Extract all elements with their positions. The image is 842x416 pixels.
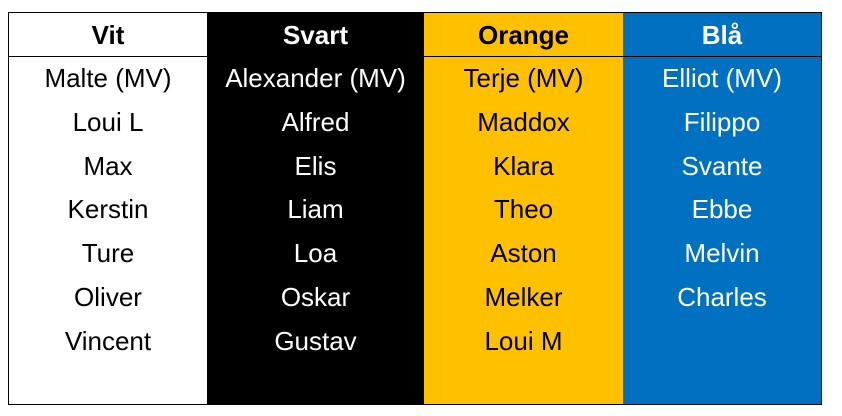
player-cell: Liam [287, 194, 344, 225]
player-cell: Kerstin [67, 194, 149, 225]
player-cell: Aston [490, 238, 557, 269]
player-cell: Gustav [274, 325, 357, 356]
team-column-orange: Orange Terje (MV) Maddox Klara Theo Aston Melk… [424, 13, 623, 404]
player-cell: Oliver [74, 281, 142, 312]
player-cell: Alfred [281, 106, 350, 137]
team-column-svart: Svart Alexander (MV) Alfred Elis Liam Loa Oska… [207, 13, 424, 404]
player-cell: Theo [493, 194, 554, 225]
player-cell: Svante [681, 150, 763, 181]
player-cell: Loa [293, 238, 338, 269]
team-column-blå: Blå Elliot (MV) Filippo Svante Ebbe Melvin Cha… [623, 13, 821, 404]
player-cell: Maddox [477, 106, 570, 137]
player-cell: Oskar [280, 281, 351, 312]
player-cell: Loui M [484, 325, 563, 356]
player-cell: Charles [677, 281, 767, 312]
player-cell: Elis [294, 150, 337, 181]
player-cell: Ture [81, 238, 135, 269]
player-cell: Terje (MV) [463, 63, 584, 93]
team-column-vit: Vit Malte (MV) Loui L Max Kerstin Ture Oliver V… [9, 13, 207, 404]
player-cell: Vincent [64, 325, 152, 356]
player-cell: Melker [484, 281, 563, 312]
player-cell: Malte (MV) [44, 63, 172, 93]
column-header: Vit [9, 13, 207, 57]
player-cell: Elliot (MV) [662, 63, 782, 93]
player-cell: Alexander (MV) [225, 63, 406, 93]
player-cell: Klara [493, 150, 554, 181]
column-header: Blå [623, 13, 821, 57]
column-header: Orange [424, 13, 623, 57]
player-cell: Max [83, 150, 133, 181]
team-table: Vit Malte (MV) Loui L Max Kerstin Ture Oliver V… [8, 12, 822, 405]
player-cell: Loui L [72, 106, 144, 137]
player-cell: Filippo [683, 106, 761, 137]
player-cell: Ebbe [691, 194, 753, 225]
player-cell: Melvin [684, 238, 760, 269]
column-header: Svart [207, 13, 424, 57]
